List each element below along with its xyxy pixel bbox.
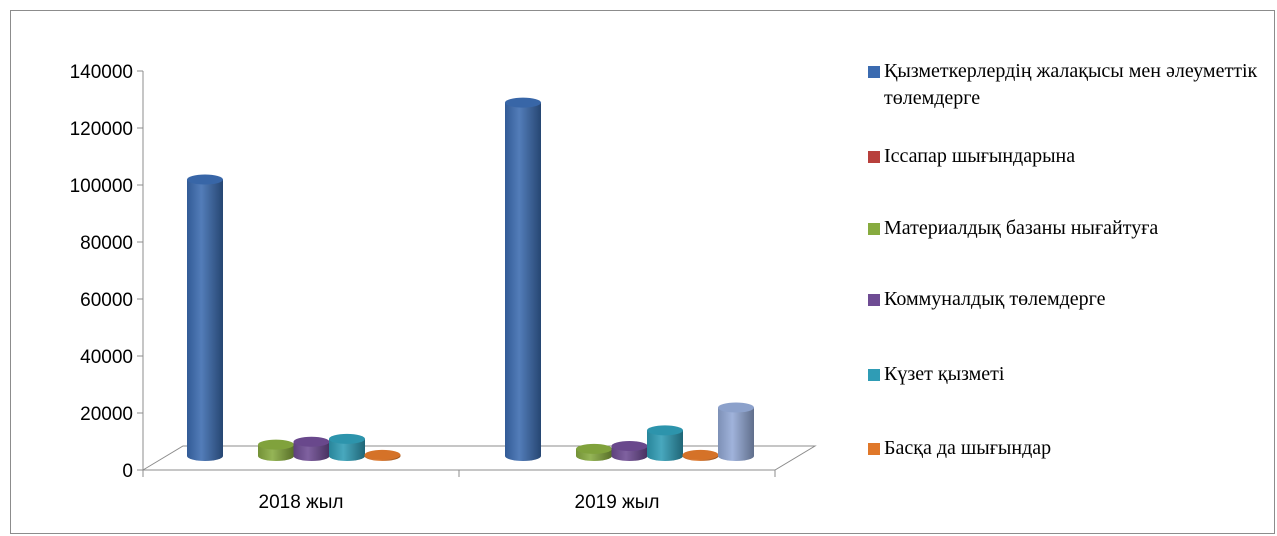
legend-label: Іссапар шығындарына <box>884 143 1264 170</box>
legend-item: Коммуналдық төлемдерге <box>868 286 1264 313</box>
bar-body <box>505 103 541 461</box>
bar-top <box>612 441 648 451</box>
legend-item: Қызметкерлердің жалақысы мен әлеуметтік … <box>868 58 1264 112</box>
y-tick-label: 140000 <box>70 62 133 83</box>
legend-label: Материалдық базаны нығайтуға <box>884 215 1264 242</box>
bar-top <box>683 450 719 460</box>
legend-label: Басқа да шығындар <box>884 435 1264 462</box>
bar <box>683 450 719 461</box>
bar-top <box>187 175 223 185</box>
legend-item: Басқа да шығындар <box>868 435 1264 462</box>
bar-top <box>576 444 612 454</box>
y-tick-label: 40000 <box>80 347 133 368</box>
bar <box>718 403 754 461</box>
legend-label: Коммуналдық төлемдерге <box>884 286 1264 313</box>
x-category-label: 2019 жыл <box>575 492 660 513</box>
x-axis <box>143 470 775 477</box>
y-tick-label: 100000 <box>70 176 133 197</box>
bar <box>647 425 683 461</box>
legend-swatch <box>868 369 880 381</box>
bar <box>505 98 541 461</box>
y-axis <box>137 71 143 470</box>
bar <box>612 441 648 461</box>
y-tick-labels: 0 20000 40000 60000 80000 100000 120000 140000 <box>70 62 133 482</box>
bar-top <box>294 437 330 447</box>
bars <box>187 98 754 461</box>
y-tick-label: 0 <box>122 461 133 482</box>
bar <box>576 444 612 461</box>
y-tick-label: 20000 <box>80 404 133 425</box>
legend-item: Күзет қызметі <box>868 361 1264 388</box>
legend-item: Материалдық базаны нығайтуға <box>868 215 1264 242</box>
legend-label: Қызметкерлердің жалақысы мен әлеуметтік … <box>884 58 1264 112</box>
legend-item: Іссапар шығындарына <box>868 143 1264 170</box>
bar-top <box>258 440 294 450</box>
bar-top <box>329 434 365 444</box>
legend-swatch <box>868 151 880 163</box>
bar <box>294 437 330 461</box>
y-tick-label: 80000 <box>80 233 133 254</box>
y-tick-label: 60000 <box>80 290 133 311</box>
x-category-labels: 2018 жыл 2019 жыл <box>259 492 660 513</box>
bar-body <box>718 408 754 461</box>
x-category-label: 2018 жыл <box>259 492 344 513</box>
bar-body <box>187 180 223 461</box>
bar-top <box>718 403 754 413</box>
bar <box>365 450 401 461</box>
legend-label: Күзет қызметі <box>884 361 1264 388</box>
bar <box>258 440 294 461</box>
bar <box>329 434 365 461</box>
legend-swatch <box>868 443 880 455</box>
bar-top <box>647 425 683 435</box>
legend-swatch <box>868 294 880 306</box>
legend-swatch <box>868 66 880 78</box>
bar-top <box>505 98 541 108</box>
y-tick-label: 120000 <box>70 119 133 140</box>
bar-top <box>365 450 401 460</box>
bar <box>187 175 223 461</box>
legend-swatch <box>868 223 880 235</box>
